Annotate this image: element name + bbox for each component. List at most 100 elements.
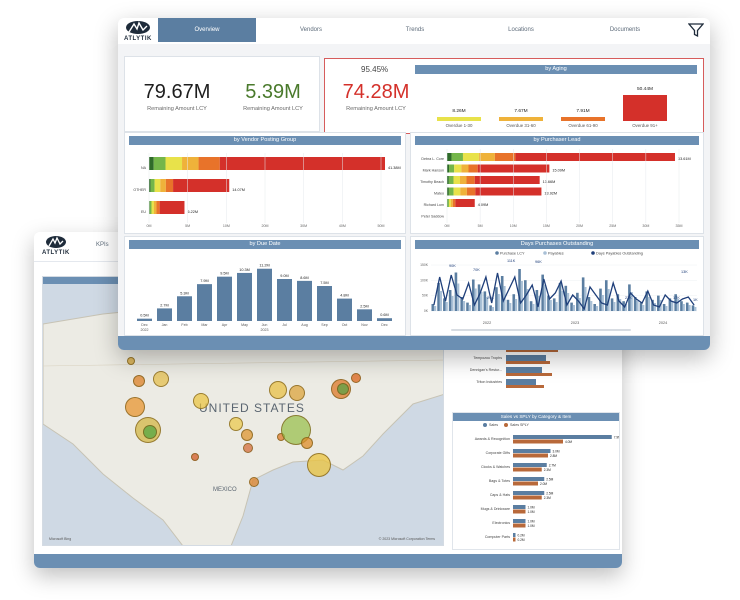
dpo-bar[interactable] [509, 303, 512, 311]
sales-bar[interactable] [513, 435, 612, 439]
stack-segment[interactable] [449, 164, 455, 173]
stack-segment[interactable] [515, 153, 675, 161]
dpo-bar[interactable] [587, 297, 591, 311]
stack-segment[interactable] [450, 199, 453, 207]
dpo-bar[interactable] [485, 297, 489, 311]
stack-segment[interactable] [198, 157, 220, 170]
map-bubble[interactable] [229, 417, 243, 431]
due-date-bar[interactable] [217, 276, 232, 321]
map-bubble[interactable] [133, 375, 145, 387]
dpo-bar[interactable] [670, 302, 674, 311]
due-date-bar[interactable] [137, 318, 152, 321]
dpo-bar[interactable] [668, 298, 672, 311]
sply-bar[interactable] [513, 439, 563, 444]
sply-bar[interactable] [513, 481, 538, 486]
stack-segment[interactable] [149, 157, 154, 170]
sply-bar[interactable] [513, 495, 542, 500]
due-date-bar[interactable] [337, 298, 352, 321]
dpo-bar[interactable] [662, 304, 666, 311]
map-bubble[interactable] [269, 381, 287, 399]
stack-segment[interactable] [156, 201, 160, 214]
sply-bar[interactable] [513, 453, 548, 458]
dpo-bar[interactable] [471, 279, 475, 312]
dpo-bar[interactable] [688, 305, 691, 311]
dpo-bar[interactable] [468, 305, 471, 311]
dpo-bar[interactable] [443, 298, 446, 311]
aging-bar[interactable] [623, 95, 667, 121]
dpo-bar[interactable] [532, 304, 535, 311]
dpo-bar[interactable] [651, 299, 654, 311]
dpo-bar[interactable] [593, 304, 597, 311]
dpo-bar[interactable] [578, 298, 581, 311]
stack-segment[interactable] [468, 164, 478, 173]
map-bubble[interactable] [289, 385, 305, 401]
stack-segment[interactable] [154, 179, 161, 192]
due-date-bar[interactable] [157, 308, 172, 321]
map-bubble[interactable] [301, 437, 313, 449]
stack-segment[interactable] [153, 157, 166, 170]
sales-bar[interactable] [513, 533, 516, 537]
stack-segment[interactable] [149, 201, 152, 214]
legend-label[interactable]: Payables [548, 252, 564, 256]
dpo-bar[interactable] [474, 288, 477, 312]
dpo-bar[interactable] [526, 289, 529, 311]
dpo-bar[interactable] [694, 307, 697, 311]
due-date-bar[interactable] [297, 280, 312, 321]
dpo-bar[interactable] [437, 283, 440, 311]
sply-bar[interactable] [513, 467, 542, 472]
dpo-bar[interactable] [595, 306, 599, 311]
dpo-bar[interactable] [613, 302, 616, 311]
dpo-bar[interactable] [477, 284, 481, 311]
legend-label[interactable]: Purchase LCY [500, 252, 525, 256]
dpo-bar[interactable] [685, 302, 689, 311]
dpo-bar[interactable] [466, 302, 469, 311]
map-bubble[interactable] [125, 397, 145, 417]
dpo-bar[interactable] [676, 299, 680, 311]
dpo-bar[interactable] [647, 297, 651, 311]
sply-bar[interactable] [513, 523, 526, 528]
vendor-mini-bar[interactable] [506, 373, 552, 376]
dpo-bar[interactable] [584, 287, 587, 311]
dpo-bar[interactable] [657, 295, 660, 311]
dpo-bar[interactable] [639, 302, 643, 311]
sply-bar[interactable] [513, 509, 526, 514]
tab-overview[interactable]: Overview [158, 18, 256, 42]
stack-segment[interactable] [453, 187, 461, 196]
dpo-bar[interactable] [581, 277, 585, 311]
stack-segment[interactable] [150, 179, 155, 192]
dpo-bar[interactable] [520, 281, 523, 311]
map-bubble[interactable] [193, 393, 209, 409]
dpo-bar[interactable] [547, 295, 550, 311]
vendor-mini-bar[interactable] [506, 355, 546, 361]
sales-bar[interactable] [513, 463, 547, 467]
dpo-bar[interactable] [457, 283, 460, 312]
dpo-bar[interactable] [618, 299, 622, 311]
stack-segment[interactable] [460, 187, 467, 196]
due-date-bar[interactable] [317, 286, 332, 321]
aging-bar[interactable] [437, 116, 481, 121]
filter-icon[interactable] [688, 22, 704, 38]
dpo-bar[interactable] [645, 291, 649, 311]
dpo-bar[interactable] [445, 302, 448, 311]
map-bubble[interactable] [243, 443, 253, 453]
dpo-bar[interactable] [558, 283, 562, 311]
stack-segment[interactable] [453, 176, 460, 184]
dpo-bar[interactable] [570, 302, 573, 311]
sales-bar[interactable] [513, 519, 526, 523]
map-bubble[interactable] [127, 357, 135, 365]
dpo-bar[interactable] [451, 296, 454, 311]
dpo-bar[interactable] [480, 292, 483, 311]
legend-label[interactable]: Days Payables Outstanding [596, 252, 643, 256]
stack-segment[interactable] [454, 164, 462, 173]
stack-segment[interactable] [447, 199, 448, 207]
stack-segment[interactable] [448, 176, 454, 184]
dpo-bar[interactable] [543, 285, 547, 311]
stack-segment[interactable] [159, 201, 185, 214]
due-date-bar[interactable] [357, 309, 372, 321]
stack-segment[interactable] [462, 153, 479, 161]
dpo-bar[interactable] [599, 288, 602, 311]
tab-kpis[interactable]: KPIs [96, 242, 109, 248]
due-date-bar[interactable] [257, 268, 272, 321]
dpo-bar[interactable] [489, 305, 492, 311]
stack-segment[interactable] [447, 153, 452, 161]
